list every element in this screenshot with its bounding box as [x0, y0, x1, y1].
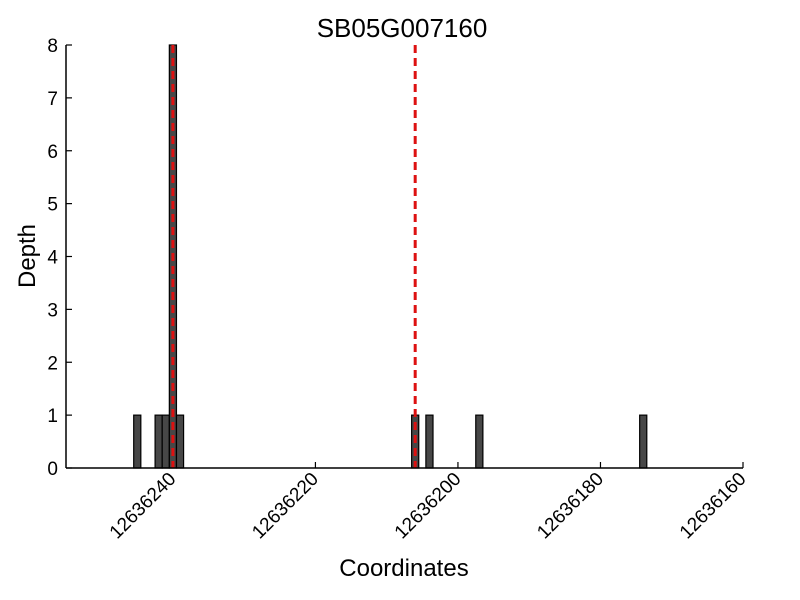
y-tick-label: 4 — [47, 248, 58, 269]
chart-title: SB05G007160 — [317, 13, 488, 43]
y-tick-label: 2 — [47, 353, 58, 374]
y-tick-label: 6 — [47, 142, 58, 163]
bar — [425, 414, 434, 469]
y-tick-label: 5 — [47, 195, 58, 216]
marker-lines — [171, 45, 417, 468]
bar — [175, 414, 185, 469]
y-tick-label: 7 — [47, 89, 58, 110]
x-tick-label: 12636220 — [248, 469, 323, 544]
bar — [475, 414, 484, 469]
y-tick-label: 3 — [47, 300, 58, 321]
x-tick-label: 12636160 — [676, 469, 751, 544]
x-axis-ticks: 12636240 12636220 12636200 12636180 12636160 — [106, 462, 751, 543]
x-tick-label: 12636180 — [533, 469, 608, 544]
y-tick-label: 1 — [47, 406, 58, 427]
bar — [639, 414, 648, 469]
y-axis-label: Depth — [14, 224, 41, 288]
x-tick-label: 12636200 — [391, 469, 466, 544]
bar — [154, 414, 163, 469]
y-tick-label: 0 — [47, 459, 58, 480]
bar — [133, 414, 142, 469]
x-tick-label: 12636240 — [106, 469, 181, 544]
x-axis-label: Coordinates — [339, 555, 468, 582]
y-axis-ticks: 0 1 2 3 4 5 6 7 8 — [47, 36, 72, 480]
bar — [161, 414, 170, 469]
bar-series — [133, 44, 648, 469]
y-tick-label: 8 — [47, 36, 58, 57]
